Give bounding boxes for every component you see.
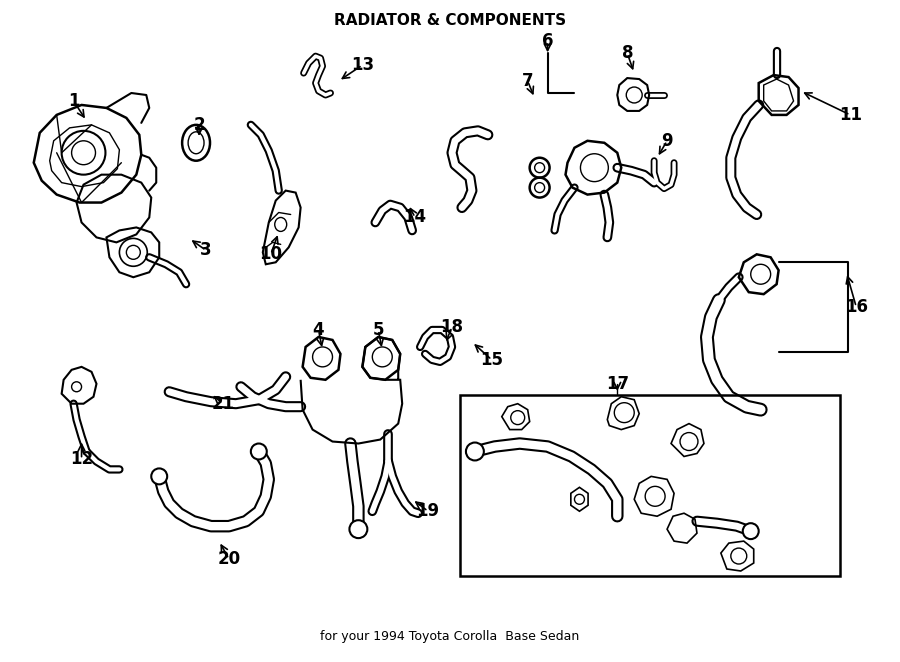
Text: for your 1994 Toyota Corolla  Base Sedan: for your 1994 Toyota Corolla Base Sedan [320, 630, 580, 643]
Circle shape [251, 444, 266, 459]
Text: 13: 13 [351, 56, 374, 74]
Text: 3: 3 [200, 242, 212, 260]
Text: 6: 6 [542, 32, 554, 50]
Text: 10: 10 [259, 246, 283, 263]
Text: 8: 8 [622, 44, 633, 62]
Text: 16: 16 [845, 298, 868, 316]
Text: 4: 4 [312, 321, 324, 339]
Text: 2: 2 [194, 116, 205, 134]
Text: 1: 1 [68, 92, 79, 110]
Circle shape [349, 520, 367, 538]
Text: 5: 5 [373, 321, 384, 339]
Text: 17: 17 [606, 375, 629, 393]
Text: 7: 7 [522, 72, 534, 90]
Circle shape [151, 469, 167, 485]
Text: 20: 20 [218, 550, 240, 568]
Circle shape [742, 523, 759, 539]
Text: 9: 9 [662, 132, 673, 150]
Text: 19: 19 [417, 502, 440, 520]
Bar [460, 395, 841, 576]
Text: 12: 12 [70, 450, 93, 469]
Text: 11: 11 [839, 106, 862, 124]
Text: 15: 15 [481, 351, 503, 369]
Text: RADIATOR & COMPONENTS: RADIATOR & COMPONENTS [334, 13, 566, 28]
Text: 14: 14 [403, 209, 427, 226]
Text: 18: 18 [440, 318, 464, 336]
Circle shape [466, 442, 484, 461]
Text: 21: 21 [212, 395, 235, 412]
